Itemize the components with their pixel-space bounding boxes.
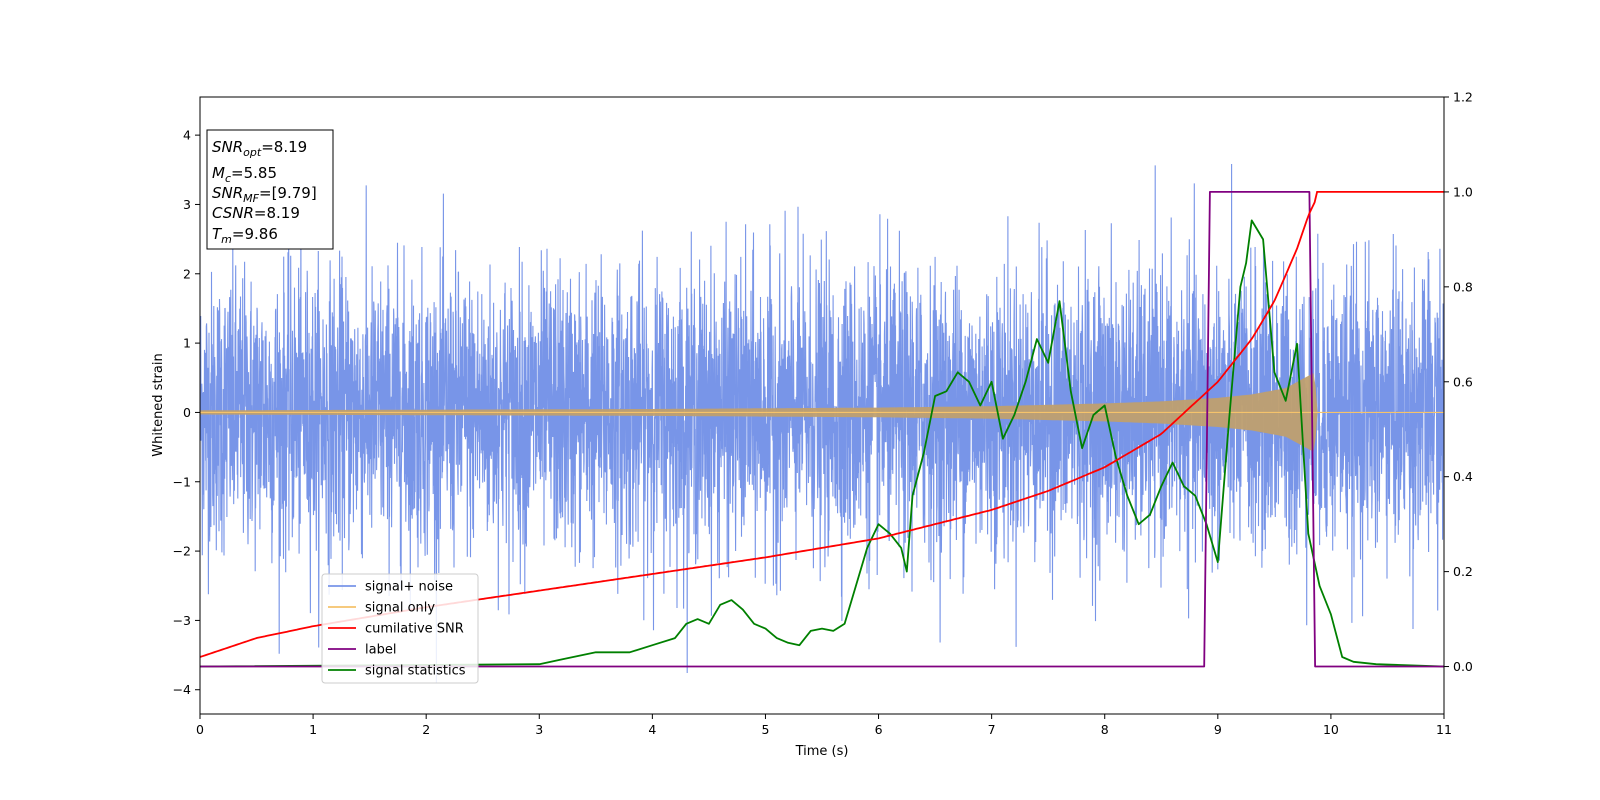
y-axis-right: 0.0 0.2 0.4 0.6 0.8 1.0 1.2	[1444, 90, 1473, 674]
y-right-tick-label: 0.0	[1453, 659, 1473, 674]
legend-entry: label	[365, 643, 396, 658]
y-left-tick-label: −2	[173, 544, 191, 559]
y-right-tick-label: 0.4	[1453, 469, 1473, 484]
legend-entry: signal+ noise	[365, 580, 453, 595]
x-tick-label: 4	[648, 722, 656, 737]
x-tick-label: 6	[875, 722, 883, 737]
y-axis-label: Whitened strain	[151, 353, 166, 456]
x-tick-label: 0	[196, 722, 204, 737]
x-tick-label: 9	[1214, 722, 1222, 737]
x-tick-label: 5	[761, 722, 769, 737]
plot-frame	[199, 96, 1445, 715]
x-tick-label: 3	[535, 722, 543, 737]
label-series	[200, 190, 1444, 668]
x-tick-label: 1	[309, 722, 317, 737]
info-box-line: Mc=5.85	[212, 164, 277, 185]
y-axis-left: −4 −3 −2 −1 0 1 2 3 4	[173, 128, 200, 697]
legend-frame	[321, 573, 479, 684]
y-left-tick-label: 1	[183, 336, 191, 351]
x-axis: 0 1 2 3 4 5 6 7 8 9 10 11	[196, 714, 1452, 737]
y-left-tick-label: 0	[183, 405, 191, 420]
label-line	[200, 190, 1444, 668]
legend-entry: cumilative SNR	[365, 622, 464, 637]
info-box-line: SNRopt=8.19	[212, 138, 307, 159]
y-left-tick-label: 2	[183, 266, 191, 281]
signal-statistics-line	[200, 219, 1444, 668]
y-left-tick-label: 3	[183, 197, 191, 212]
x-tick-label: 10	[1323, 722, 1339, 737]
legend-entry: signal statistics	[365, 664, 466, 679]
info-box-frame	[206, 129, 334, 250]
y-right-tick-label: 0.8	[1453, 279, 1473, 294]
y-right-tick-label: 0.6	[1453, 374, 1473, 389]
x-tick-label: 7	[988, 722, 996, 737]
legend: signal+ noise signal only cumilative SNR la…	[321, 573, 479, 684]
y-left-tick-label: −4	[173, 682, 191, 697]
info-box-line: SNRMF=[9.79]	[212, 184, 317, 205]
x-axis-label: Time (s)	[795, 744, 849, 759]
y-left-tick-label: −1	[173, 474, 191, 489]
y-right-tick-label: 1.0	[1453, 184, 1473, 199]
y-left-tick-label: −3	[173, 613, 191, 628]
y-right-tick-label: 0.2	[1453, 564, 1473, 579]
y-right-tick-label: 1.2	[1453, 90, 1473, 105]
info-box-line: Tm=9.86	[212, 225, 278, 246]
legend-entry: signal only	[365, 601, 435, 616]
x-tick-label: 8	[1101, 722, 1109, 737]
y-left-tick-label: 4	[183, 128, 191, 143]
x-tick-label: 11	[1436, 722, 1452, 737]
signal-only-series	[200, 373, 1444, 452]
signal-statistics-series	[200, 219, 1444, 668]
info-box-line: CSNR=8.19	[212, 204, 300, 222]
x-tick-label: 2	[422, 722, 430, 737]
